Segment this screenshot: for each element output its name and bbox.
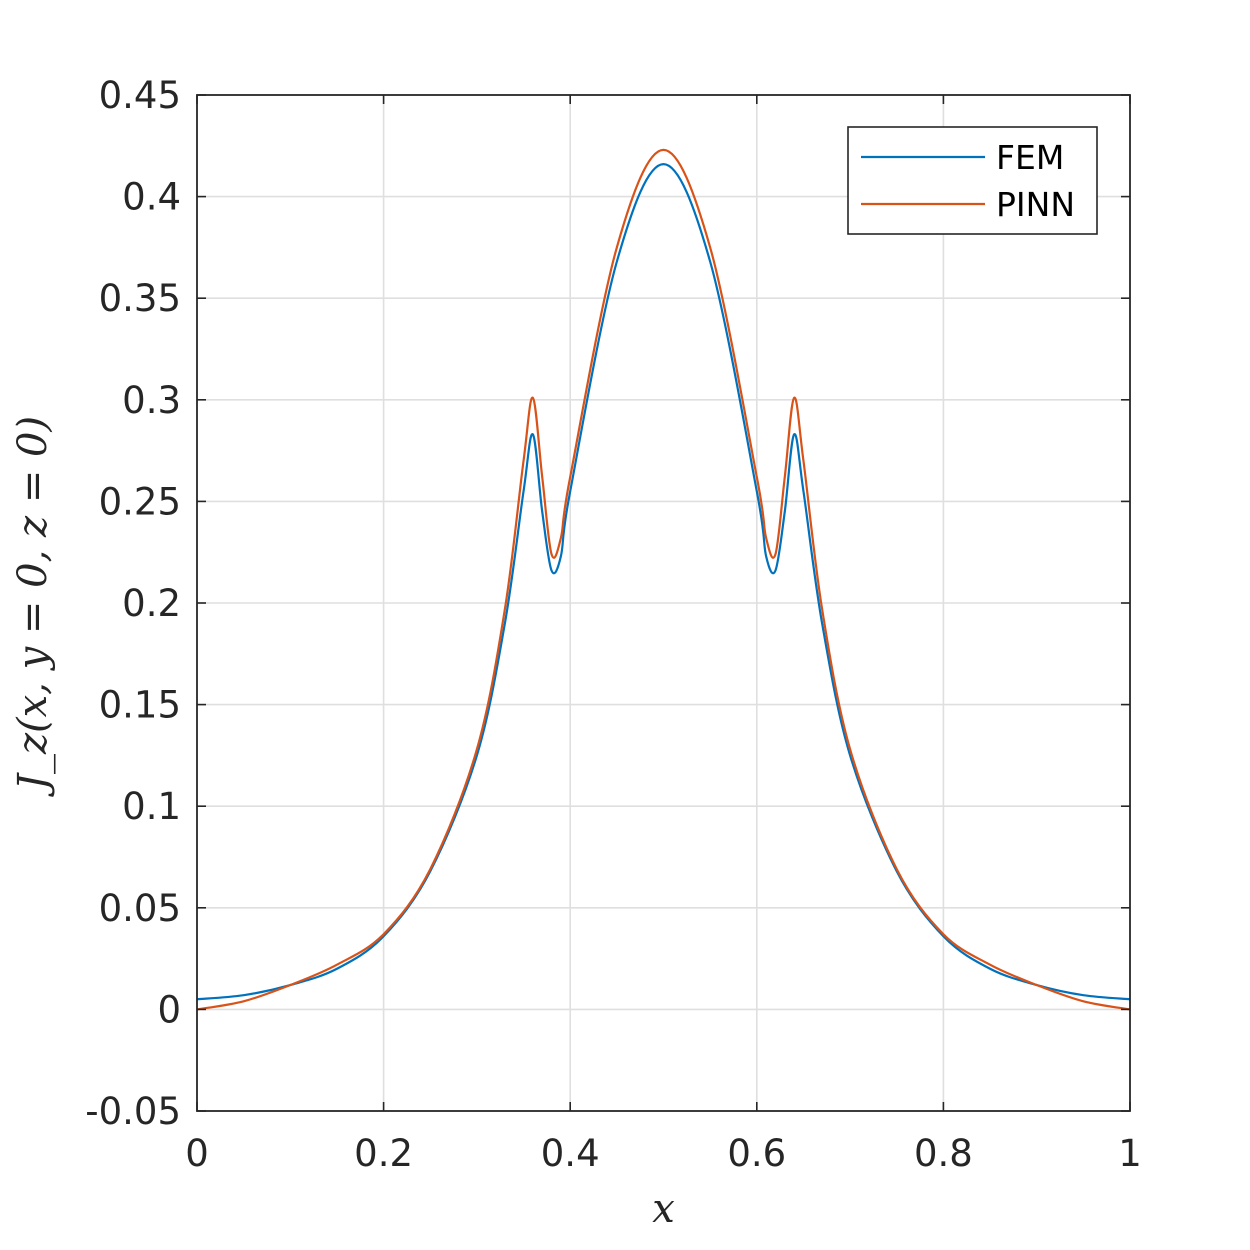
series-line-fem xyxy=(196,162,1131,1001)
x-tick-label: 0.4 xyxy=(541,1132,600,1175)
x-tick-label: 1 xyxy=(1118,1132,1142,1175)
y-tick-label: 0.35 xyxy=(99,277,181,320)
y-tick-labels: -0.05 0 0.05 0.1 0.15 0.2 0.25 0.3 0.35 0.4 0.45 xyxy=(85,74,181,1133)
y-tick-label: 0.2 xyxy=(122,582,181,625)
y-tick-label: 0.15 xyxy=(99,684,181,727)
series-lines xyxy=(196,148,1131,1011)
x-tick-label: 0.8 xyxy=(914,1132,973,1175)
series-line-pinn xyxy=(196,148,1131,1011)
x-tick-label: 0.6 xyxy=(727,1132,786,1175)
y-axis-label: J_z(x, y = 0, z = 0) xyxy=(10,416,56,797)
legend-label-pinn: PINN xyxy=(996,185,1075,224)
y-tick-label: 0.25 xyxy=(99,480,181,523)
legend-box xyxy=(847,126,1098,235)
x-axis-label: x xyxy=(652,1186,675,1232)
legend: FEM PINN xyxy=(847,126,1098,235)
y-tick-label: 0.45 xyxy=(99,74,181,117)
grid-lines xyxy=(197,95,1130,1111)
x-tick-label: 0.2 xyxy=(354,1132,413,1175)
x-tick-labels: 0 0.2 0.4 0.6 0.8 1 xyxy=(185,1132,1142,1175)
y-tick-label: 0.3 xyxy=(122,379,181,422)
tick-marks xyxy=(196,94,1131,1112)
legend-label-fem: FEM xyxy=(996,138,1064,177)
y-tick-label: 0 xyxy=(157,988,181,1031)
y-tick-label: 0.05 xyxy=(99,887,181,930)
x-tick-label: 0 xyxy=(185,1132,209,1175)
y-tick-label: 0.4 xyxy=(122,176,181,219)
y-tick-label: 0.1 xyxy=(122,785,181,828)
y-tick-label: -0.05 xyxy=(85,1090,181,1133)
